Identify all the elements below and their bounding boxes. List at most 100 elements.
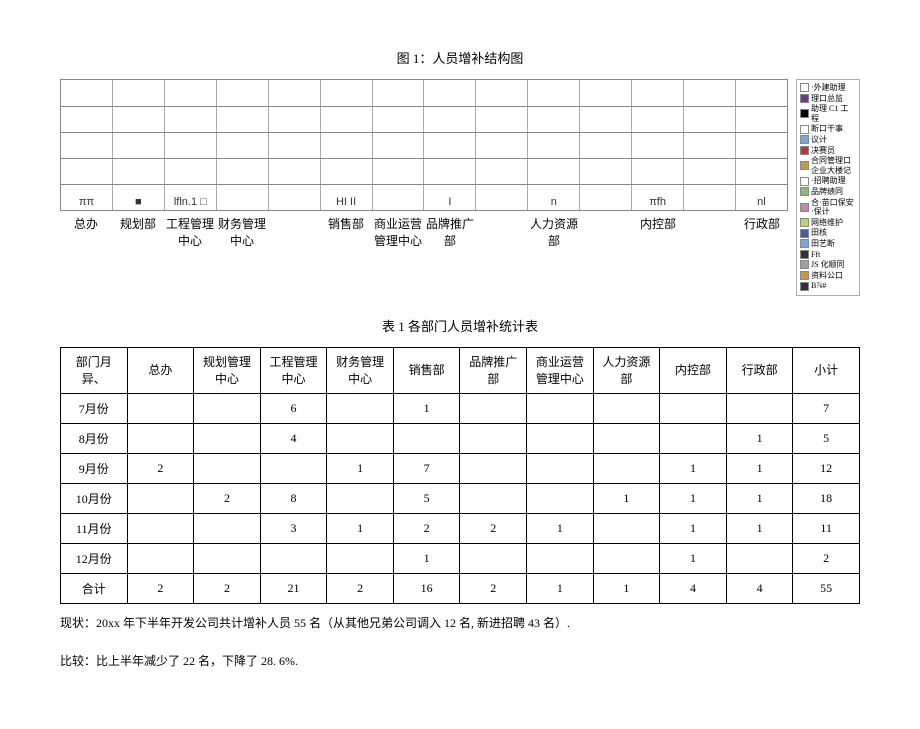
chart-column: ππ <box>61 80 113 210</box>
data-cell <box>327 484 394 514</box>
data-cell: 2 <box>460 574 527 604</box>
data-cell: 2 <box>194 574 261 604</box>
note-status: 现状：20xx 年下半年开发公司共计增补人员 55 名（从其他兄弟公司调入 12… <box>60 614 860 633</box>
data-cell: 2 <box>393 514 460 544</box>
table-header-cell: 内控部 <box>660 347 727 394</box>
legend-swatch <box>800 271 809 280</box>
data-cell <box>726 394 793 424</box>
legend-label: 断口干事 <box>811 124 843 134</box>
legend-item: 合·苗口保安·保计 <box>800 198 856 217</box>
table-row: 11月份312211111 <box>61 514 860 544</box>
data-cell: 8 <box>260 484 327 514</box>
data-cell <box>127 514 194 544</box>
legend-item: ·外建助理 <box>800 83 856 93</box>
legend-label: 合同管理口企业大楼记 <box>811 156 856 175</box>
data-cell <box>327 394 394 424</box>
legend-item: B⅞# <box>800 281 856 291</box>
legend-item: ·招聘助理 <box>800 176 856 186</box>
grid-line <box>61 106 787 107</box>
data-cell <box>194 454 261 484</box>
bar-placeholder: HI II <box>321 196 372 208</box>
bar-placeholder: ■ <box>113 196 164 208</box>
legend-swatch <box>800 250 809 259</box>
chart-column <box>373 80 425 210</box>
data-cell <box>460 454 527 484</box>
data-cell: 1 <box>726 424 793 454</box>
data-cell: 11 <box>793 514 860 544</box>
data-cell <box>726 544 793 574</box>
data-cell: 1 <box>327 514 394 544</box>
data-cell: 1 <box>726 514 793 544</box>
data-cell <box>593 544 660 574</box>
note-compare: 比较：比上半年减少了 22 名，下降了 28. 6%. <box>60 652 860 671</box>
legend-label: Fft <box>811 250 820 260</box>
data-cell <box>194 544 261 574</box>
data-cell: 1 <box>393 394 460 424</box>
legend-swatch <box>800 125 809 134</box>
x-axis-label: 财务管理中心 <box>216 215 268 249</box>
table-row: 9月份2171112 <box>61 454 860 484</box>
chart-column <box>580 80 632 210</box>
data-cell <box>660 394 727 424</box>
legend-swatch <box>800 109 809 118</box>
data-cell: 5 <box>393 484 460 514</box>
data-cell <box>194 394 261 424</box>
x-axis-label: 人力资源部 <box>528 215 580 249</box>
legend-swatch <box>800 218 809 227</box>
table-header-cell: 工程管理中心 <box>260 347 327 394</box>
data-cell: 2 <box>793 544 860 574</box>
legend-item: 断口干事 <box>800 124 856 134</box>
legend-label: ·外建助理 <box>811 83 846 93</box>
table-body: 7月份6178月份4159月份217111210月份2851111811月份31… <box>61 394 860 604</box>
bar-placeholder: ππ <box>61 196 112 208</box>
legend-swatch <box>800 83 809 92</box>
chart-column <box>684 80 736 210</box>
data-cell <box>460 484 527 514</box>
chart-column: lfln.1 □ <box>165 80 217 210</box>
data-cell: 4 <box>660 574 727 604</box>
data-cell <box>127 424 194 454</box>
legend-label: 助理 C1 工程 <box>811 104 856 123</box>
data-cell: 3 <box>260 514 327 544</box>
data-cell: 4 <box>260 424 327 454</box>
data-cell: 21 <box>260 574 327 604</box>
x-axis-label: 销售部 <box>320 215 372 249</box>
data-cell: 1 <box>327 454 394 484</box>
legend-swatch <box>800 187 809 196</box>
chart-plot: ππ■lfln.1 □HI IIInπfhnl <box>60 79 788 211</box>
data-cell: 1 <box>593 484 660 514</box>
legend-label: JS 化顺同 <box>811 260 845 270</box>
data-cell: 1 <box>393 544 460 574</box>
data-cell: 1 <box>593 574 660 604</box>
chart-column: nl <box>736 80 787 210</box>
legend-label: 田艺断 <box>811 239 835 249</box>
data-cell <box>527 484 594 514</box>
legend-swatch <box>800 177 809 186</box>
data-cell: 6 <box>260 394 327 424</box>
data-cell <box>460 394 527 424</box>
data-cell <box>527 424 594 454</box>
legend-label: B⅞# <box>811 281 826 291</box>
legend-item: JS 化顺同 <box>800 260 856 270</box>
chart-column: I <box>424 80 476 210</box>
legend-swatch <box>800 229 809 238</box>
x-axis-label <box>268 215 320 249</box>
data-cell <box>593 514 660 544</box>
table-row: 8月份415 <box>61 424 860 454</box>
chart-column: n <box>528 80 580 210</box>
chart-column: ■ <box>113 80 165 210</box>
data-cell: 1 <box>660 484 727 514</box>
legend-swatch <box>800 161 809 170</box>
data-cell: 2 <box>194 484 261 514</box>
bar-placeholder: n <box>528 196 579 208</box>
x-axis-label <box>580 215 632 249</box>
legend-item: 议计 <box>800 135 856 145</box>
data-cell: 1 <box>660 454 727 484</box>
legend-label: 决赛员 <box>811 146 835 156</box>
data-cell <box>327 424 394 454</box>
data-cell: 1 <box>660 544 727 574</box>
data-cell: 5 <box>793 424 860 454</box>
table-header-cell: 小计 <box>793 347 860 394</box>
data-cell <box>194 514 261 544</box>
data-cell: 2 <box>127 454 194 484</box>
